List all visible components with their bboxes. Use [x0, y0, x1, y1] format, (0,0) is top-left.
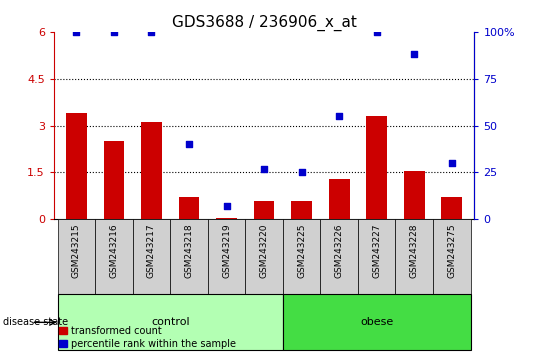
Bar [216, 218, 237, 219]
Text: GSM243228: GSM243228 [410, 223, 419, 278]
Point [335, 113, 343, 119]
Bar [245, 219, 283, 294]
Text: obese: obese [360, 317, 393, 327]
Bar [58, 294, 283, 350]
Point [260, 166, 268, 171]
Bar [103, 141, 125, 219]
Text: GSM243226: GSM243226 [335, 223, 344, 278]
Text: GSM243217: GSM243217 [147, 223, 156, 278]
Bar [283, 294, 471, 350]
Point [72, 29, 81, 35]
Legend: transformed count, percentile rank within the sample: transformed count, percentile rank withi… [59, 326, 237, 349]
Bar [320, 219, 358, 294]
Text: GSM243215: GSM243215 [72, 223, 81, 278]
Point [222, 203, 231, 209]
Text: control: control [151, 317, 190, 327]
Text: GSM243218: GSM243218 [184, 223, 194, 278]
Bar [441, 198, 462, 219]
Bar [141, 122, 162, 219]
Point [147, 29, 156, 35]
Text: GSM243227: GSM243227 [372, 223, 381, 278]
Text: GSM243219: GSM243219 [222, 223, 231, 278]
Bar [283, 219, 320, 294]
Bar [291, 200, 312, 219]
Bar [208, 219, 245, 294]
Bar [358, 219, 396, 294]
Text: GSM243275: GSM243275 [447, 223, 457, 278]
Bar [133, 219, 170, 294]
Bar [433, 219, 471, 294]
Point [109, 29, 118, 35]
Bar [58, 219, 95, 294]
Text: GSM243220: GSM243220 [260, 223, 268, 278]
Bar [170, 219, 208, 294]
Text: GSM243216: GSM243216 [109, 223, 119, 278]
Bar [95, 219, 133, 294]
Bar [179, 198, 199, 219]
Bar [404, 171, 425, 219]
Point [298, 170, 306, 175]
Bar [66, 113, 87, 219]
Bar [367, 116, 387, 219]
Point [410, 52, 419, 57]
Point [185, 142, 194, 147]
Text: disease state: disease state [3, 317, 68, 327]
Bar [329, 179, 349, 219]
Title: GDS3688 / 236906_x_at: GDS3688 / 236906_x_at [172, 14, 356, 30]
Bar [396, 219, 433, 294]
Point [372, 29, 381, 35]
Bar [254, 200, 274, 219]
Text: GSM243225: GSM243225 [297, 223, 306, 278]
Point [447, 160, 456, 166]
